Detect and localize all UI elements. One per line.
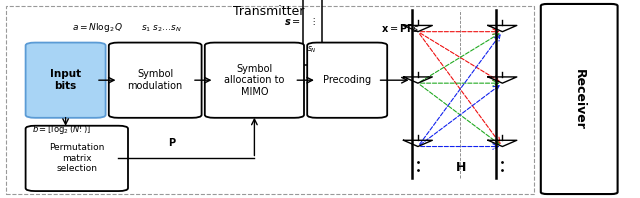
Text: Precoding: Precoding bbox=[323, 75, 371, 85]
Text: Receiver: Receiver bbox=[573, 69, 586, 129]
Text: $\boldsymbol{s} = $: $\boldsymbol{s} = $ bbox=[284, 17, 301, 27]
Text: Symbol
allocation to
MIMO: Symbol allocation to MIMO bbox=[224, 64, 285, 97]
Text: $\mathbf{P}$: $\mathbf{P}$ bbox=[168, 136, 177, 148]
Text: $b = \lfloor\log_2(N!)\rfloor$: $b = \lfloor\log_2(N!)\rfloor$ bbox=[32, 123, 92, 136]
Text: Input
bits: Input bits bbox=[50, 69, 81, 91]
Text: Transmitter: Transmitter bbox=[233, 5, 305, 18]
FancyBboxPatch shape bbox=[26, 126, 128, 191]
Text: $\vdots$: $\vdots$ bbox=[309, 16, 316, 27]
Text: $\mathbf{x} = \mathbf{P\Gamma} s$: $\mathbf{x} = \mathbf{P\Gamma} s$ bbox=[381, 22, 419, 34]
FancyBboxPatch shape bbox=[205, 43, 304, 118]
Text: $s_1\ s_2 \ldots s_N$: $s_1\ s_2 \ldots s_N$ bbox=[141, 23, 182, 34]
FancyBboxPatch shape bbox=[109, 43, 202, 118]
Text: Permutation
matrix
selection: Permutation matrix selection bbox=[49, 144, 104, 173]
Text: $\mathbf{H}$: $\mathbf{H}$ bbox=[454, 161, 466, 174]
FancyBboxPatch shape bbox=[307, 43, 387, 118]
FancyBboxPatch shape bbox=[26, 43, 106, 118]
FancyBboxPatch shape bbox=[541, 4, 618, 194]
Text: $s_N$: $s_N$ bbox=[307, 44, 317, 55]
Text: Symbol
modulation: Symbol modulation bbox=[127, 69, 183, 91]
Text: $a = N\log_2 Q$: $a = N\log_2 Q$ bbox=[72, 21, 124, 34]
Text: $s_1$: $s_1$ bbox=[308, 0, 317, 1]
